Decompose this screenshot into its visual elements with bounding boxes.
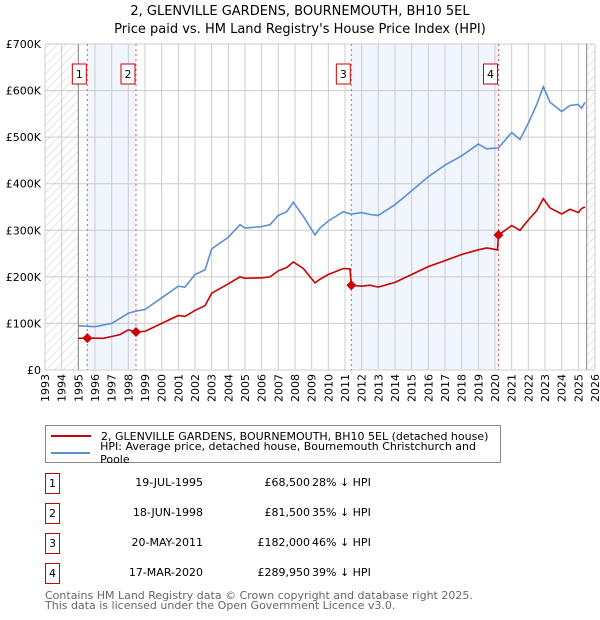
transaction-hpi-diff: 46% ↓ HPI (312, 536, 371, 549)
transaction-price: £289,950 (257, 566, 311, 579)
footer-copyright: Contains HM Land Registry data © Crown c… (45, 589, 473, 602)
x-tick-label: 2000 (156, 374, 169, 402)
x-tick-label: 2011 (339, 374, 352, 402)
y-tick-label: £200K (6, 271, 42, 284)
y-tick-label: £500K (6, 131, 42, 144)
x-tick-label: 2022 (522, 374, 535, 402)
chart-subtitle: Price paid vs. HM Land Registry's House … (114, 22, 486, 37)
transaction-hpi-diff: 35% ↓ HPI (312, 506, 371, 519)
x-tick-label: 2012 (356, 374, 369, 402)
sale-label-box (483, 63, 498, 85)
x-tick-label: 2016 (422, 374, 435, 402)
price-chart: 1993 1994 1995 1996 1997 1998 1999 2000 2001 2002… (6, 38, 600, 402)
y-tick-label: £400K (6, 178, 42, 191)
x-tick-label: 2025 (572, 374, 585, 402)
x-tick-label: 2009 (306, 374, 319, 402)
transaction-marker: 3 (45, 533, 60, 554)
footer-licence: This data is licensed under the Open Gov… (45, 599, 396, 612)
x-tick-label: 2013 (372, 374, 385, 402)
x-tick-label: 2008 (289, 374, 302, 402)
transaction-price: £81,500 (264, 506, 311, 519)
transaction-date: 20-MAY-2011 (131, 536, 203, 549)
sale-label: 1 (76, 68, 83, 81)
x-tick-label: 2020 (489, 374, 502, 402)
sale-label: 4 (487, 68, 494, 81)
x-tick-label: 2019 (472, 374, 485, 402)
x-tick-label: 2015 (406, 374, 419, 402)
transaction-marker: 2 (45, 503, 60, 524)
x-tick-label: 2023 (539, 374, 552, 402)
sale-label-box (335, 63, 351, 85)
y-tick-label: £100K (6, 317, 42, 330)
sale-label: 2 (125, 68, 132, 81)
legend-item-property: 2, GLENVILLE GARDENS, BOURNEMOUTH, BH10 … (51, 428, 488, 444)
transaction-hpi-diff: 39% ↓ HPI (312, 566, 371, 579)
x-tick-label: 1996 (89, 374, 102, 402)
transaction-row: 3 20-MAY-2011 £182,000 46% ↓ HPI (45, 533, 445, 554)
x-tick-label: 1993 (39, 374, 52, 402)
transaction-marker: 4 (45, 563, 60, 584)
x-tick-label: 2006 (256, 374, 269, 402)
hpi-line (78, 84, 586, 328)
transaction-price: £68,500 (264, 476, 311, 489)
hatched-period (586, 44, 595, 370)
legend: 2, GLENVILLE GARDENS, BOURNEMOUTH, BH10 … (45, 425, 501, 466)
x-tick-label: 1998 (122, 374, 135, 402)
y-tick-label: £600K (6, 85, 42, 98)
legend-label-hpi: HPI: Average price, detached house, Bour… (100, 440, 477, 466)
transaction-date: 19-JUL-1995 (135, 476, 203, 489)
y-tick-label: £0 (27, 364, 41, 377)
transaction-row: 4 17-MAR-2020 £289,950 39% ↓ HPI (45, 563, 445, 584)
sale-point (346, 280, 357, 291)
x-tick-label: 2004 (222, 374, 235, 402)
transaction-marker: 1 (45, 473, 60, 494)
y-tick-label: £700K (6, 38, 42, 51)
sale-label-box (120, 63, 136, 85)
transaction-date: 18-JUN-1998 (132, 506, 203, 519)
shaded-period (351, 44, 499, 370)
transaction-row: 2 18-JUN-1998 £81,500 35% ↓ HPI (45, 503, 445, 524)
sale-point (493, 229, 504, 240)
legend-label-property: 2, GLENVILLE GARDENS, BOURNEMOUTH, BH10 … (101, 429, 489, 443)
x-tick-label: 1999 (139, 374, 152, 402)
sale-point (131, 327, 141, 338)
x-tick-label: 2021 (506, 374, 519, 402)
x-tick-label: 2002 (189, 374, 202, 402)
x-tick-label: 1995 (72, 374, 85, 402)
x-tick-label: 1997 (106, 374, 119, 402)
x-tick-label: 2018 (456, 374, 469, 402)
x-tick-label: 2010 (322, 374, 335, 402)
x-tick-label: 2017 (439, 374, 452, 402)
transaction-price: £182,000 (257, 536, 311, 549)
sale-label-box (71, 63, 87, 85)
legend-line-red (51, 435, 91, 437)
transaction-hpi-diff: 28% ↓ HPI (312, 476, 371, 489)
x-tick-label: 2026 (589, 374, 600, 402)
x-tick-label: 2001 (172, 374, 185, 402)
legend-item-hpi: HPI: Average price, detached house, Bour… (51, 440, 500, 466)
sale-label: 3 (340, 68, 347, 81)
x-tick-label: 2003 (206, 374, 219, 402)
chart-title: 2, GLENVILLE GARDENS, BOURNEMOUTH, BH10 … (130, 4, 470, 19)
y-tick-label: £300K (6, 224, 42, 237)
property-price-line (78, 197, 586, 340)
sale-point (82, 333, 93, 344)
x-tick-label: 1994 (56, 374, 69, 402)
x-tick-label: 2007 (272, 374, 285, 402)
legend-line-blue (51, 452, 91, 454)
x-tick-label: 2005 (239, 374, 252, 402)
transaction-row: 1 19-JUL-1995 £68,500 28% ↓ HPI (45, 473, 445, 494)
x-tick-label: 2014 (389, 374, 402, 402)
transaction-date: 17-MAR-2020 (128, 566, 203, 579)
x-tick-label: 2024 (556, 374, 569, 402)
